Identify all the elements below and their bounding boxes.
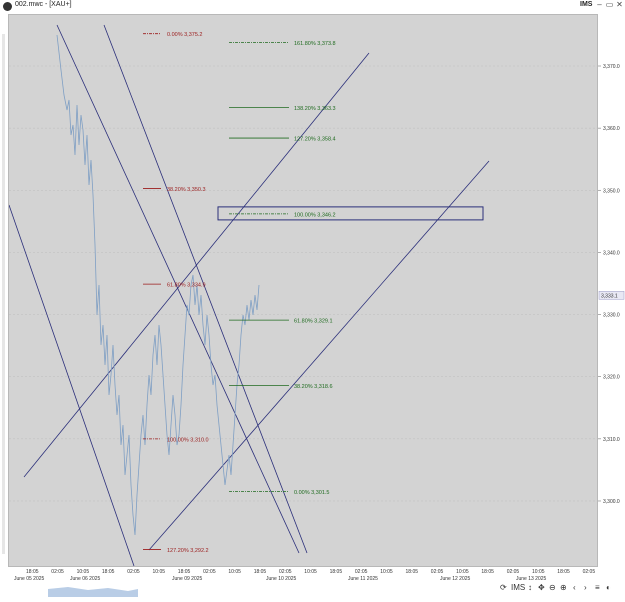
restore-button[interactable]: ▭ xyxy=(605,0,614,9)
fib-green-label: 100.00% 3,346.2 xyxy=(294,212,336,218)
time-tick-label: 10:05 xyxy=(304,569,317,575)
time-tick-label: 10:05 xyxy=(77,569,90,575)
ims-selector[interactable]: IMS xyxy=(511,583,526,592)
time-tick-label: 18:05 xyxy=(481,569,494,575)
time-tick-label: 02:05 xyxy=(507,569,520,575)
date-label: June 13 2025 xyxy=(516,576,547,581)
fib-red-label: 38.20% 3,350.3 xyxy=(167,187,206,193)
fib-green-label: 138.20% 3,363.3 xyxy=(294,106,336,112)
price-axis[interactable]: 3,370.0 3,360.0 3,350.0 3,340.0 3,330.0 3,320… xyxy=(598,14,625,567)
palette-icon[interactable]: ◐ xyxy=(606,583,611,592)
time-tick-label: 02:05 xyxy=(431,569,444,575)
time-tick-label: 10:05 xyxy=(456,569,469,575)
price-tick-label: 3,300.0 xyxy=(603,499,620,505)
current-price-tag xyxy=(598,291,625,300)
date-label: June 09 2025 xyxy=(172,576,203,581)
time-tick-label: 18:05 xyxy=(330,569,343,575)
price-tick-label: 3,370.0 xyxy=(603,64,620,70)
time-tick-label: 10:05 xyxy=(153,569,166,575)
trend-line xyxy=(56,24,300,554)
time-tick-label: 02:05 xyxy=(279,569,292,575)
trend-line xyxy=(148,160,490,551)
prev-icon[interactable]: ‹ xyxy=(573,583,576,592)
time-tick-label: 02:05 xyxy=(51,569,64,575)
time-tick-label: 18:05 xyxy=(26,569,39,575)
window-title: 002.mwc - [XAU+] xyxy=(15,1,72,8)
menu-icon[interactable]: ≡ xyxy=(595,583,600,592)
trend-line xyxy=(103,24,308,554)
time-tick-label: 10:05 xyxy=(228,569,241,575)
time-tick-label: 18:05 xyxy=(557,569,570,575)
fib-green-label: 38.20% 3,318.6 xyxy=(294,384,333,390)
chart-canvas[interactable]: 0.00% 3,375.2 38.20% 3,350.3 61.80% 3,334.… xyxy=(8,15,597,567)
window-titlebar: 002.mwc - [XAU+] IMS – ▭ ✕ xyxy=(0,0,625,15)
date-label: June 12 2025 xyxy=(440,576,471,581)
fib-green-label: 127.20% 3,358.4 xyxy=(294,137,336,143)
time-tick-label: 02:05 xyxy=(583,569,596,575)
chart-toolbar: ⟳ IMS ↕ ✥ ⊖ ⊕ ‹ › ≡ ◐ xyxy=(498,580,625,597)
overview-area xyxy=(48,587,138,597)
zoom-out-icon[interactable]: ⊖ xyxy=(549,583,556,592)
brand-label: IMS xyxy=(580,1,593,8)
price-tick-label: 3,340.0 xyxy=(603,250,620,256)
close-button[interactable]: ✕ xyxy=(616,0,623,9)
time-tick-label: 18:05 xyxy=(254,569,267,575)
date-label: June 10 2025 xyxy=(266,576,297,581)
current-price-label: 3,333.1 xyxy=(601,293,618,299)
overview-navigator[interactable] xyxy=(8,583,498,597)
price-tick-label: 3,320.0 xyxy=(603,375,620,381)
fib-red-label: 127.20% 3,292.2 xyxy=(167,548,209,554)
fib-red-label: 61.80% 3,334.9 xyxy=(167,283,206,289)
time-tick-label: 10:05 xyxy=(380,569,393,575)
trend-line xyxy=(23,52,370,478)
time-tick-label: 18:05 xyxy=(406,569,419,575)
target-zone-box[interactable] xyxy=(217,206,484,221)
zoom-in-icon[interactable]: ⊕ xyxy=(560,583,567,592)
fib-green-label: 0.00% 3,301.5 xyxy=(294,490,329,496)
chart-area[interactable]: 0.00% 3,375.2 38.20% 3,350.3 61.80% 3,334.… xyxy=(8,14,598,567)
vertical-resize-icon[interactable]: ↕ xyxy=(528,583,532,592)
fib-red-label: 100.00% 3,310.0 xyxy=(167,437,209,443)
fib-green-label: 161.80% 3,373.8 xyxy=(294,41,336,47)
price-tick-label: 3,310.0 xyxy=(603,437,620,443)
price-tick-label: 3,360.0 xyxy=(603,126,620,132)
scrollbar-thumb[interactable] xyxy=(2,34,5,554)
fib-green-label: 61.80% 3,329.1 xyxy=(294,319,333,325)
price-series-line xyxy=(56,34,260,536)
move-icon[interactable]: ✥ xyxy=(538,583,545,592)
time-tick-label: 02:05 xyxy=(203,569,216,575)
time-tick-label: 18:05 xyxy=(102,569,115,575)
time-tick-label: 18:05 xyxy=(178,569,191,575)
date-label: June 05 2025 xyxy=(14,576,45,581)
date-label: June 11 2025 xyxy=(348,576,378,581)
time-tick-label: 02:05 xyxy=(127,569,140,575)
price-tick-label: 3,350.0 xyxy=(603,188,620,194)
time-tick-label: 02:05 xyxy=(355,569,368,575)
time-axis[interactable]: 18:05 02:05 10:05 18:05 02:05 10:05 18:05 02:05… xyxy=(8,567,598,582)
trend-line xyxy=(8,204,135,567)
minimize-button[interactable]: – xyxy=(597,0,602,9)
next-icon[interactable]: › xyxy=(584,583,587,592)
refresh-icon[interactable]: ⟳ xyxy=(500,583,507,592)
price-tick-label: 3,330.0 xyxy=(603,313,620,319)
vertical-scrollbar[interactable] xyxy=(0,14,8,567)
app-icon xyxy=(3,2,12,11)
time-tick-label: 10:05 xyxy=(532,569,545,575)
fib-red-label: 0.00% 3,375.2 xyxy=(167,32,202,38)
date-label: June 06 2025 xyxy=(70,576,101,581)
